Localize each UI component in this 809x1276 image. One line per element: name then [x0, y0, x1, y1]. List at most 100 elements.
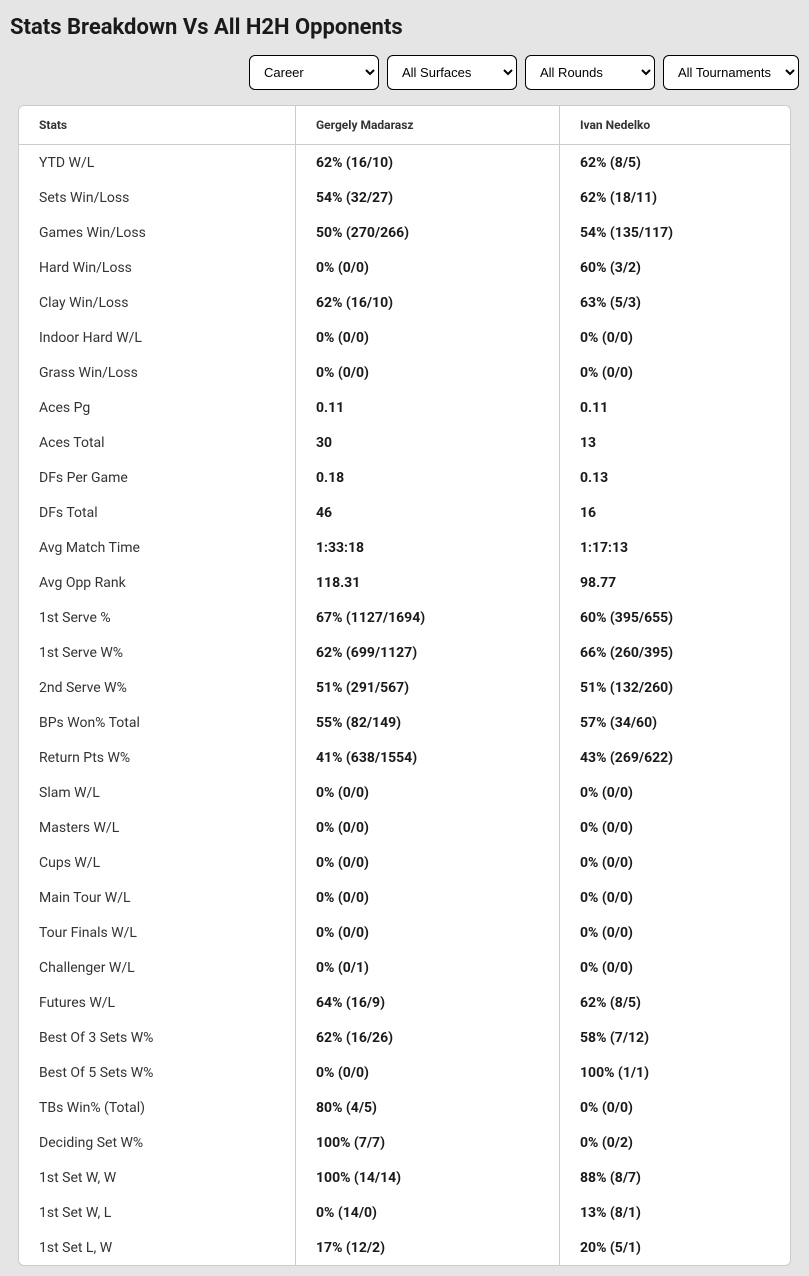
player2-value: 1:17:13 [560, 530, 790, 565]
player1-value: 100% (14/14) [296, 1160, 559, 1195]
stat-label: DFs Per Game [19, 460, 295, 495]
player2-value: 60% (3/2) [560, 250, 790, 285]
stat-label: 1st Set W, L [19, 1195, 295, 1230]
player1-value: 0% (0/0) [296, 355, 559, 390]
player2-value: 0% (0/0) [560, 950, 790, 985]
player1-value: 100% (7/7) [296, 1125, 559, 1160]
player1-value: 62% (16/26) [296, 1020, 559, 1055]
player2-value: 20% (5/1) [560, 1230, 790, 1265]
player2-value: 54% (135/117) [560, 215, 790, 250]
player1-value: 46 [296, 495, 559, 530]
player2-value: 13% (8/1) [560, 1195, 790, 1230]
tournament-select[interactable]: All Tournaments [663, 55, 799, 90]
stat-label: Best Of 3 Sets W% [19, 1020, 295, 1055]
player2-value: 0% (0/0) [560, 845, 790, 880]
stat-label: Avg Match Time [19, 530, 295, 565]
stat-label: TBs Win% (Total) [19, 1090, 295, 1125]
filter-bar: Career All Surfaces All Rounds All Tourn… [10, 55, 799, 90]
stat-label: Masters W/L [19, 810, 295, 845]
header-stats: Stats [19, 106, 295, 144]
player1-value: 1:33:18 [296, 530, 559, 565]
player1-value: 118.31 [296, 565, 559, 600]
round-select[interactable]: All Rounds [525, 55, 655, 90]
stat-label: 1st Set L, W [19, 1230, 295, 1265]
player2-value: 0% (0/0) [560, 880, 790, 915]
stat-label: Aces Total [19, 425, 295, 460]
player2-value: 51% (132/260) [560, 670, 790, 705]
player2-value: 63% (5/3) [560, 285, 790, 320]
page-title: Stats Breakdown Vs All H2H Opponents [10, 10, 799, 55]
stat-label: 1st Serve % [19, 600, 295, 635]
player1-value: 0.18 [296, 460, 559, 495]
player1-value: 0% (0/0) [296, 810, 559, 845]
player1-value: 64% (16/9) [296, 985, 559, 1020]
player1-value: 0% (0/0) [296, 915, 559, 950]
player2-value: 43% (269/622) [560, 740, 790, 775]
player1-value: 54% (32/27) [296, 180, 559, 215]
stat-label: BPs Won% Total [19, 705, 295, 740]
player2-value: 88% (8/7) [560, 1160, 790, 1195]
stat-label: Best Of 5 Sets W% [19, 1055, 295, 1090]
player1-value: 51% (291/567) [296, 670, 559, 705]
player1-value: 55% (82/149) [296, 705, 559, 740]
player2-value: 0% (0/0) [560, 355, 790, 390]
stat-label: 1st Set W, W [19, 1160, 295, 1195]
stats-table: Stats Gergely Madarasz Ivan Nedelko YTD … [18, 105, 791, 1266]
player2-value: 0.13 [560, 460, 790, 495]
player1-value: 50% (270/266) [296, 215, 559, 250]
stat-label: Deciding Set W% [19, 1125, 295, 1160]
timeframe-select[interactable]: Career [249, 55, 379, 90]
player2-value: 0% (0/0) [560, 1090, 790, 1125]
table-header: Stats Gergely Madarasz Ivan Nedelko [19, 106, 790, 145]
player2-value: 0% (0/0) [560, 810, 790, 845]
player1-value: 62% (16/10) [296, 285, 559, 320]
stat-label: Challenger W/L [19, 950, 295, 985]
header-player1: Gergely Madarasz [295, 106, 559, 144]
player2-value: 58% (7/12) [560, 1020, 790, 1055]
surface-select[interactable]: All Surfaces [387, 55, 517, 90]
stat-label: Games Win/Loss [19, 215, 295, 250]
player1-value: 80% (4/5) [296, 1090, 559, 1125]
player2-value: 0% (0/0) [560, 915, 790, 950]
player2-value: 16 [560, 495, 790, 530]
player1-value: 62% (699/1127) [296, 635, 559, 670]
player2-value: 62% (8/5) [560, 985, 790, 1020]
player1-value: 0% (0/1) [296, 950, 559, 985]
player1-value: 0% (0/0) [296, 320, 559, 355]
player1-value: 67% (1127/1694) [296, 600, 559, 635]
player2-value: 100% (1/1) [560, 1055, 790, 1090]
player2-value: 0% (0/0) [560, 320, 790, 355]
stat-label: Aces Pg [19, 390, 295, 425]
stat-label: Main Tour W/L [19, 880, 295, 915]
stat-label: Tour Finals W/L [19, 915, 295, 950]
player1-value: 0% (0/0) [296, 880, 559, 915]
player1-value: 17% (12/2) [296, 1230, 559, 1265]
player1-value: 30 [296, 425, 559, 460]
player1-value: 41% (638/1554) [296, 740, 559, 775]
stat-label: Cups W/L [19, 845, 295, 880]
stat-label: YTD W/L [19, 145, 295, 180]
player1-value: 0.11 [296, 390, 559, 425]
stat-label: Futures W/L [19, 985, 295, 1020]
player2-value: 62% (8/5) [560, 145, 790, 180]
stat-label: Clay Win/Loss [19, 285, 295, 320]
table-body: YTD W/LSets Win/LossGames Win/LossHard W… [19, 145, 790, 1265]
player2-value: 62% (18/11) [560, 180, 790, 215]
player2-value: 13 [560, 425, 790, 460]
stat-label: Return Pts W% [19, 740, 295, 775]
stat-label: Indoor Hard W/L [19, 320, 295, 355]
stat-label: Slam W/L [19, 775, 295, 810]
stat-label: Sets Win/Loss [19, 180, 295, 215]
stat-label: 1st Serve W% [19, 635, 295, 670]
player1-value: 0% (14/0) [296, 1195, 559, 1230]
stat-label: DFs Total [19, 495, 295, 530]
player2-value: 60% (395/655) [560, 600, 790, 635]
player2-value: 66% (260/395) [560, 635, 790, 670]
player2-value: 0% (0/0) [560, 775, 790, 810]
player1-value: 0% (0/0) [296, 1055, 559, 1090]
stat-label: 2nd Serve W% [19, 670, 295, 705]
stat-label: Avg Opp Rank [19, 565, 295, 600]
player2-value: 57% (34/60) [560, 705, 790, 740]
player2-value: 0.11 [560, 390, 790, 425]
header-player2: Ivan Nedelko [559, 106, 790, 144]
